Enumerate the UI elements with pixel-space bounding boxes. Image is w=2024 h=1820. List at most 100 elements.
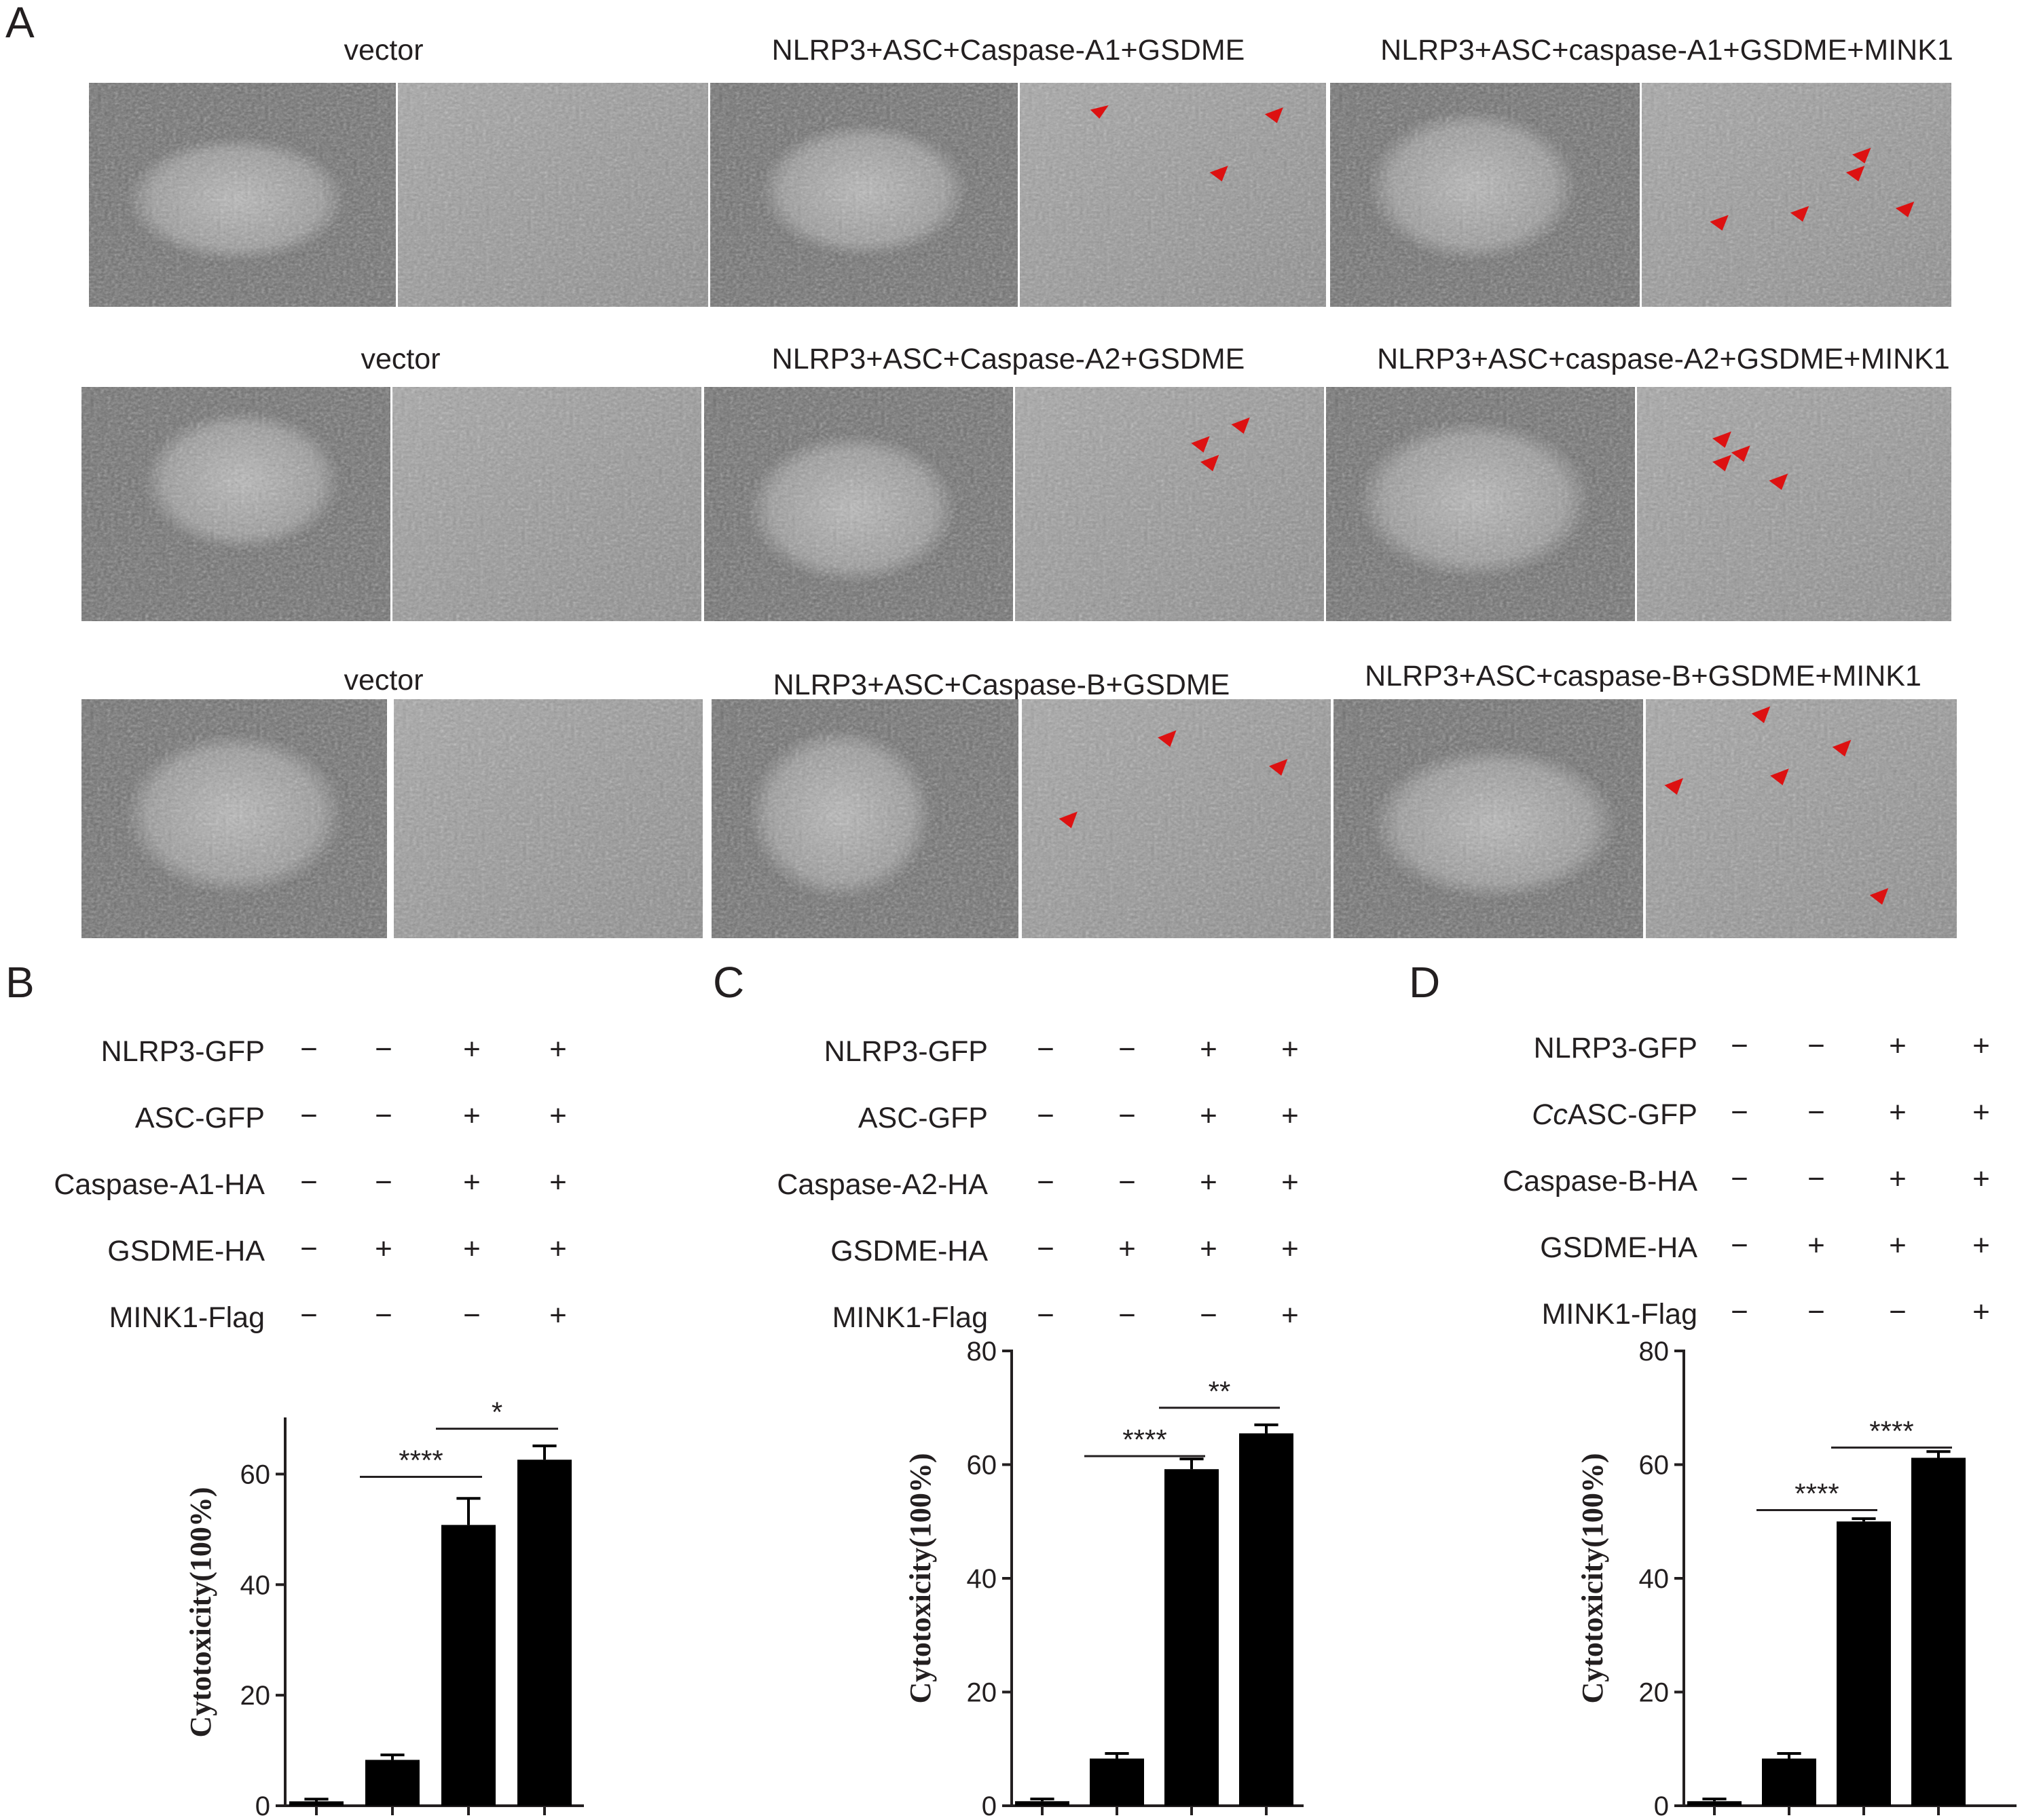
row3-vector-title: vector <box>344 664 424 697</box>
y-axis-label: Cytotoxicity(100%) <box>184 1487 217 1737</box>
bar <box>1164 1469 1219 1806</box>
bar <box>441 1525 496 1806</box>
sem-r2-a2-mink1-overview <box>1326 387 1635 621</box>
panel-b-label: B <box>5 958 35 1007</box>
y-tick-label: 0 <box>982 1791 997 1820</box>
y-tick-label: 20 <box>1639 1678 1670 1708</box>
sem-r3-b-zoom <box>1022 699 1331 938</box>
plus-sign: + <box>1200 1099 1217 1132</box>
sem-r1-a1-mink1-zoom <box>1642 83 1951 307</box>
plus-sign: + <box>549 1232 567 1265</box>
minus-sign: − <box>375 1033 392 1066</box>
condition-label: MINK1-Flag <box>1541 1298 1697 1331</box>
sem-r3-b-mink1-overview <box>1333 699 1643 938</box>
plus-sign: + <box>1200 1033 1217 1066</box>
plus-sign: + <box>1807 1229 1825 1262</box>
minus-sign: − <box>1807 1162 1825 1195</box>
minus-sign: − <box>1807 1029 1825 1062</box>
y-axis-label: Cytotoxicity(100%) <box>904 1453 937 1703</box>
plus-sign: + <box>1281 1166 1299 1199</box>
plus-sign: + <box>1281 1099 1299 1132</box>
minus-sign: − <box>1807 1096 1825 1129</box>
sem-r3-b-overview <box>712 699 1018 938</box>
condition-label: ASC-GFP <box>134 1102 265 1134</box>
plus-sign: + <box>549 1099 567 1132</box>
plus-sign: + <box>1889 1096 1907 1129</box>
minus-sign: − <box>375 1299 392 1332</box>
minus-sign: − <box>375 1099 392 1132</box>
condition-label: NLRP3-GFP <box>100 1035 265 1068</box>
panel-c-label: C <box>713 958 745 1007</box>
minus-sign: − <box>1037 1232 1054 1265</box>
minus-sign: − <box>1200 1299 1217 1332</box>
plus-sign: + <box>463 1033 481 1066</box>
bar <box>1911 1457 1966 1806</box>
row1-vector-title: vector <box>344 34 424 67</box>
plus-sign: + <box>1281 1232 1299 1265</box>
plus-sign: + <box>1200 1232 1217 1265</box>
sem-r1-a1-overview <box>710 83 1018 307</box>
minus-sign: − <box>300 1033 318 1066</box>
condition-label: NLRP3-GFP <box>1533 1032 1697 1064</box>
plus-sign: + <box>1200 1166 1217 1199</box>
minus-sign: − <box>1037 1099 1054 1132</box>
y-tick-label: 60 <box>240 1460 271 1489</box>
bar <box>1239 1433 1293 1806</box>
plus-sign: + <box>549 1299 567 1332</box>
y-tick-label: 40 <box>1639 1564 1670 1594</box>
plus-sign: + <box>1889 1029 1907 1062</box>
y-tick-label: 0 <box>255 1791 270 1820</box>
y-tick-label: 0 <box>1654 1791 1669 1820</box>
significance-label: ** <box>1209 1375 1231 1407</box>
sem-r1-a1-zoom <box>1020 83 1326 307</box>
y-tick-label: 40 <box>240 1570 271 1600</box>
minus-sign: − <box>300 1099 318 1132</box>
bar <box>1015 1801 1069 1806</box>
sem-r2-vector-zoom <box>392 387 701 621</box>
condition-label: Caspase-A2-HA <box>777 1168 988 1201</box>
condition-label: NLRP3-GFP <box>824 1035 988 1068</box>
significance-label: **** <box>1122 1424 1166 1455</box>
plus-sign: + <box>1972 1096 1990 1129</box>
bar <box>1837 1521 1891 1806</box>
plus-sign: + <box>1972 1029 1990 1062</box>
minus-sign: − <box>1118 1099 1136 1132</box>
minus-sign: − <box>375 1166 392 1199</box>
significance-label: **** <box>1869 1415 1913 1447</box>
minus-sign: − <box>1118 1033 1136 1066</box>
y-tick-label: 60 <box>1639 1451 1670 1481</box>
sem-r3-b-mink1-zoom <box>1646 699 1957 938</box>
condition-label: CcASC-GFP <box>1532 1098 1697 1131</box>
condition-label: GSDME-HA <box>107 1235 265 1267</box>
sem-r3-vector-zoom <box>394 699 703 938</box>
y-tick-label: 20 <box>240 1681 271 1711</box>
row2-vector-title: vector <box>361 343 441 375</box>
plus-sign: + <box>463 1099 481 1132</box>
minus-sign: − <box>1731 1096 1748 1129</box>
significance-label: **** <box>399 1445 443 1477</box>
minus-sign: − <box>1731 1295 1748 1329</box>
y-tick-label: 80 <box>967 1337 997 1367</box>
minus-sign: − <box>300 1232 318 1265</box>
panel-a-label: A <box>5 0 35 47</box>
bar <box>517 1460 572 1806</box>
plus-sign: + <box>1972 1162 1990 1195</box>
panel-d-label: D <box>1409 958 1441 1007</box>
minus-sign: − <box>1889 1295 1907 1329</box>
minus-sign: − <box>1807 1295 1825 1329</box>
plus-sign: + <box>1972 1229 1990 1262</box>
plus-sign: + <box>1281 1033 1299 1066</box>
minus-sign: − <box>1118 1299 1136 1332</box>
plus-sign: + <box>1281 1299 1299 1332</box>
condition-label: MINK1-Flag <box>109 1301 265 1334</box>
y-tick-label: 60 <box>967 1451 997 1481</box>
minus-sign: − <box>300 1166 318 1199</box>
row3-b-mink1-title: NLRP3+ASC+caspase-B+GSDME+MINK1 <box>1365 660 1921 692</box>
minus-sign: − <box>300 1299 318 1332</box>
sem-r2-a2-zoom <box>1015 387 1324 621</box>
minus-sign: − <box>1118 1166 1136 1199</box>
sem-r1-vector-zoom <box>398 83 708 307</box>
sem-r1-vector-overview <box>89 83 396 307</box>
plus-sign: + <box>549 1166 567 1199</box>
